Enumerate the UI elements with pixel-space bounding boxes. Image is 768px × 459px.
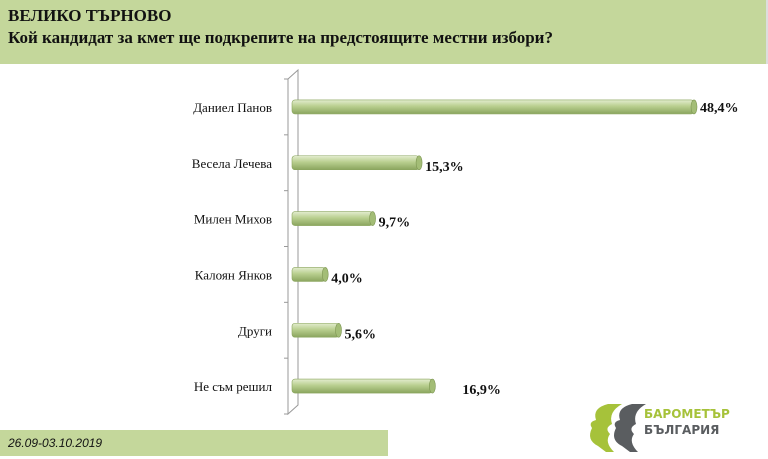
bar	[291, 211, 373, 226]
svg-text:БАРОМЕТЪР: БАРОМЕТЪР	[644, 407, 730, 421]
data-label: 4,0%	[331, 271, 363, 286]
region-title: ВЕЛИКО ТЪРНОВО	[8, 6, 172, 25]
data-label: 9,7%	[379, 216, 411, 231]
y-axis	[284, 68, 299, 416]
bar	[291, 322, 339, 338]
question-title: Кой кандидат за кмет ще подкрепите на пр…	[8, 28, 553, 47]
bar-cap	[321, 267, 329, 282]
bar	[291, 99, 695, 115]
axis-wall	[287, 68, 299, 416]
data-label: 15,3%	[425, 160, 464, 175]
category-label: Даниел Панов	[193, 100, 272, 115]
category-label: Калоян Янков	[195, 267, 272, 282]
svg-text:БЪЛГАРИЯ: БЪЛГАРИЯ	[644, 423, 719, 437]
bar-cap	[690, 99, 698, 115]
header: ВЕЛИКО ТЪРНОВО Кой кандидат за кмет ще п…	[0, 0, 768, 64]
category-label: Други	[238, 323, 272, 338]
barometar-logo: БАРОМЕТЪР БЪЛГАРИЯ	[580, 398, 760, 459]
bar	[291, 378, 433, 394]
category-label: Весела Лечева	[192, 156, 272, 171]
data-label: 16,9%	[462, 383, 501, 398]
category-label: Не съм решил	[194, 379, 273, 394]
bar	[291, 155, 420, 171]
bar-cap	[429, 378, 436, 394]
bar	[291, 267, 326, 282]
bar-cap	[335, 322, 342, 338]
footer: 26.09-03.10.2019	[0, 430, 388, 456]
bar-cap	[369, 211, 376, 226]
survey-date: 26.09-03.10.2019	[8, 436, 103, 450]
category-label: Милен Михов	[194, 212, 272, 227]
bar-cap	[415, 155, 423, 171]
data-label: 48,4%	[700, 101, 739, 116]
data-label: 5,6%	[345, 327, 377, 342]
